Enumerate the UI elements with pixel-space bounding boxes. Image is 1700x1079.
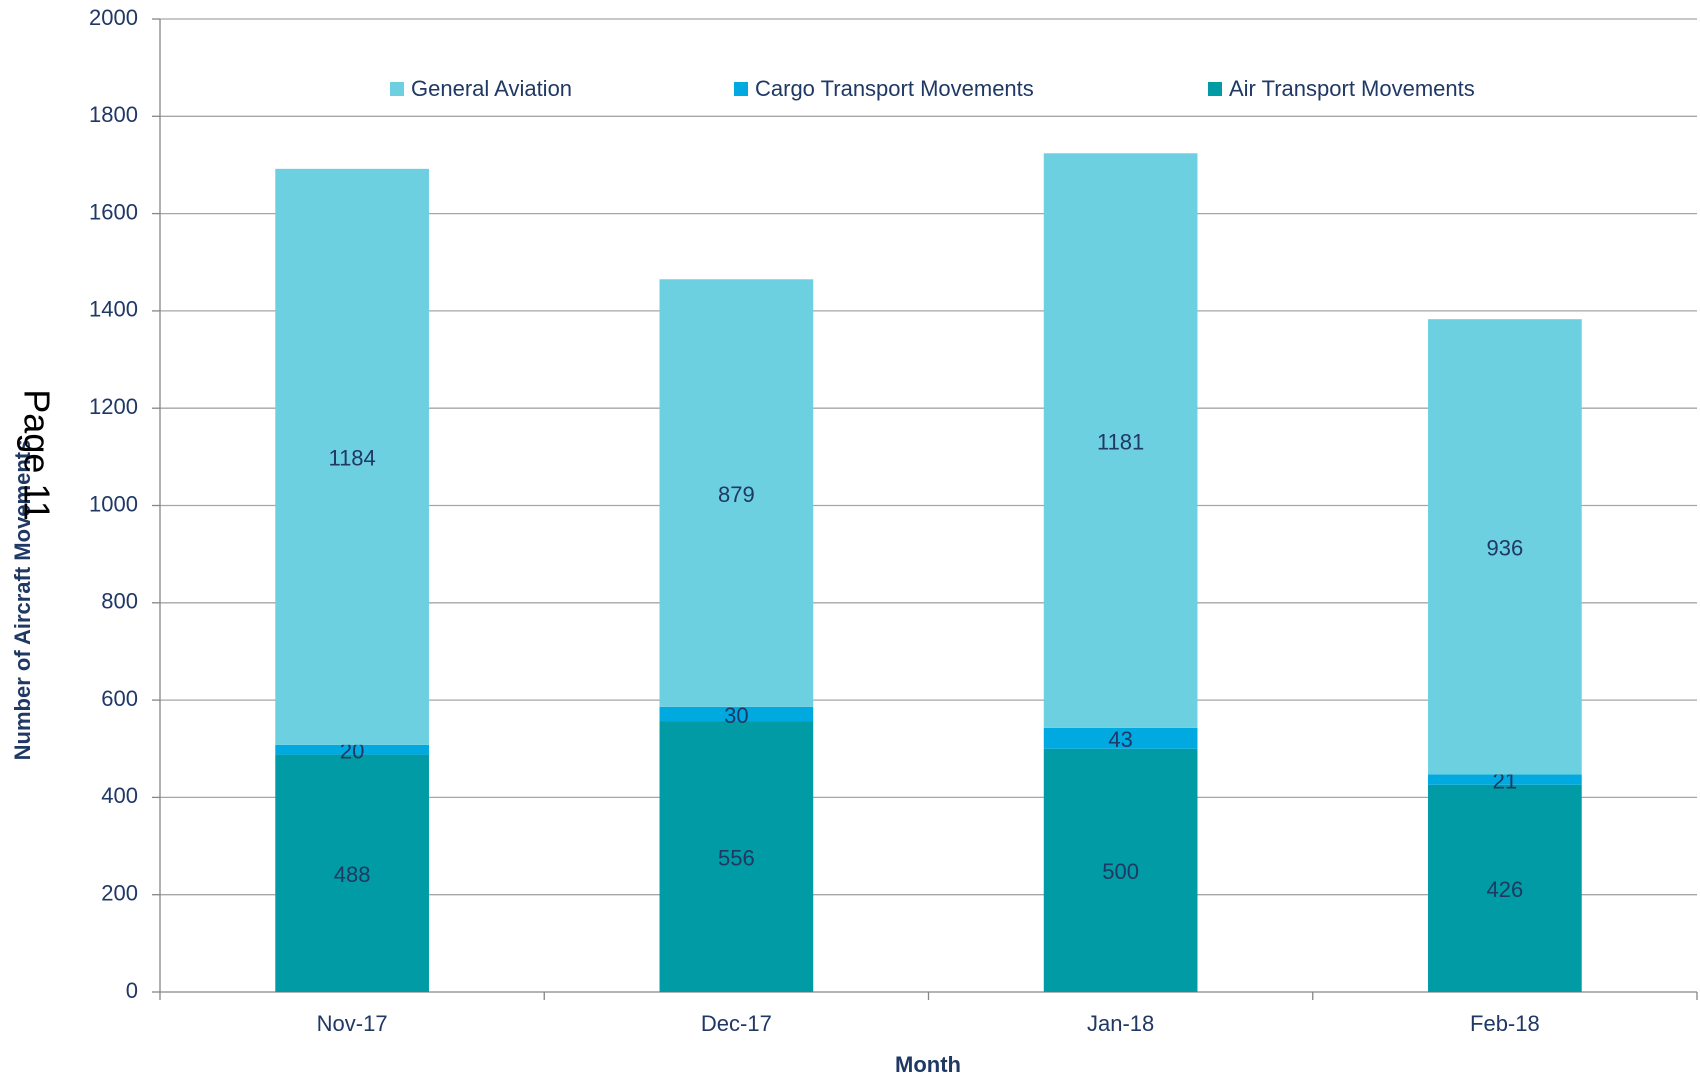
data-label: 1184: [328, 446, 375, 471]
data-label: 556: [718, 846, 755, 871]
bar-segment: [1428, 784, 1582, 992]
bar-segment: [659, 721, 814, 992]
y-tick-label: 2000: [89, 5, 138, 30]
legend-label: Cargo Transport Movements: [755, 76, 1034, 101]
legend-swatch: [1208, 82, 1222, 96]
y-tick-label: 1600: [89, 199, 138, 224]
data-label: 43: [1108, 727, 1132, 752]
bar-segment: [1043, 153, 1198, 728]
bar-segment: [1428, 319, 1582, 775]
data-label: 30: [724, 703, 748, 728]
data-label: 879: [718, 482, 755, 507]
legend-label: General Aviation: [411, 76, 572, 101]
data-label: 500: [1102, 859, 1139, 884]
y-axis-label: Number of Aircraft Movements: [10, 440, 35, 761]
legend-swatch: [390, 82, 404, 96]
x-tick-label: Feb-18: [1470, 1011, 1540, 1036]
bar-segment: [275, 744, 429, 755]
x-axis-label: Month: [895, 1052, 961, 1077]
y-tick-label: 1400: [89, 297, 138, 322]
x-tick-label: Jan-18: [1087, 1011, 1154, 1036]
page-label: Page 11: [16, 389, 57, 520]
y-tick-label: 800: [101, 589, 138, 614]
bar-segment: [1428, 774, 1582, 785]
bar-segment: [1043, 727, 1198, 749]
bar-segment: [275, 168, 429, 745]
x-tick-label: Nov-17: [317, 1011, 388, 1036]
data-label: 426: [1487, 877, 1524, 902]
legend-swatch: [734, 82, 748, 96]
y-tick-label: 600: [101, 686, 138, 711]
x-tick-label: Dec-17: [701, 1011, 772, 1036]
data-label: 488: [334, 862, 371, 887]
y-tick-label: 0: [126, 978, 138, 1003]
y-tick-label: 1200: [89, 394, 138, 419]
legend-label: Air Transport Movements: [1229, 76, 1475, 101]
y-tick-label: 400: [101, 783, 138, 808]
y-tick-label: 1000: [89, 491, 138, 516]
y-tick-label: 1800: [89, 102, 138, 127]
data-label: 1181: [1097, 429, 1144, 454]
bar-segment: [659, 706, 814, 722]
bar-segment: [659, 279, 814, 707]
bar-segment: [1043, 748, 1198, 992]
bar-segment: [275, 754, 429, 992]
data-label: 936: [1487, 536, 1524, 561]
y-tick-label: 200: [101, 881, 138, 906]
